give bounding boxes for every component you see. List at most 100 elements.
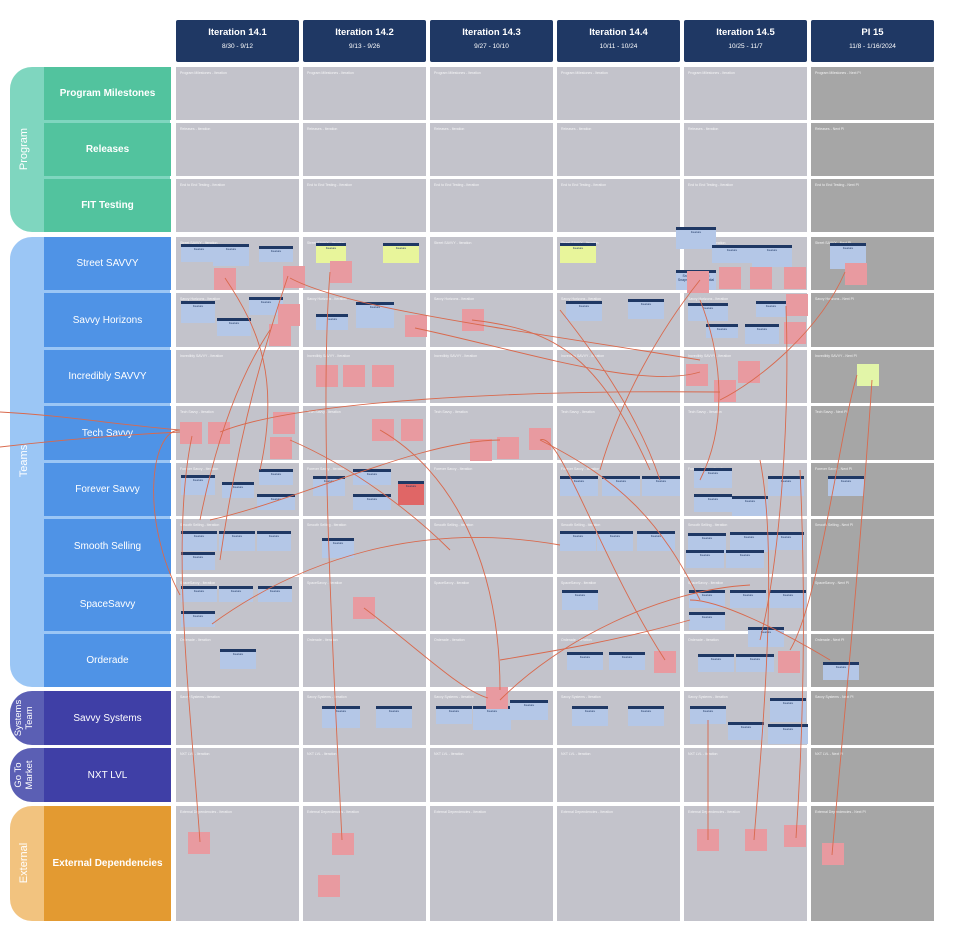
dependency-marker[interactable] — [486, 687, 508, 709]
feature-card[interactable]: Feature — [628, 706, 664, 726]
feature-card[interactable]: Feature — [257, 494, 295, 510]
dependency-marker[interactable] — [278, 304, 300, 326]
feature-card[interactable]: Feature — [676, 227, 716, 249]
feature-card[interactable]: Feature — [748, 627, 784, 647]
board-cell[interactable]: NXT LVL - Iteration — [430, 748, 553, 802]
board-cell[interactable]: Incredibly SAVVY - Iteration — [176, 350, 299, 403]
feature-card[interactable]: Feature — [686, 550, 724, 568]
feature-card[interactable]: Feature — [356, 302, 394, 328]
feature-card[interactable]: Feature — [562, 590, 598, 610]
feature-card[interactable]: Feature — [597, 531, 633, 551]
feature-card[interactable]: Feature — [628, 299, 664, 319]
dependency-marker[interactable] — [372, 419, 394, 441]
board-cell[interactable]: External Dependencies - Iteration — [684, 806, 807, 921]
feature-card[interactable]: Feature — [602, 476, 640, 496]
feature-card[interactable]: Feature — [770, 698, 806, 722]
feature-card[interactable]: Feature — [181, 531, 217, 551]
feature-card[interactable]: Feature — [316, 243, 346, 263]
board-cell[interactable]: Savvy Systems - Next PI — [811, 691, 934, 745]
iteration-header[interactable]: Iteration 14.3 9/27 - 10/10 — [430, 20, 553, 62]
feature-card[interactable]: Feature — [768, 724, 808, 744]
feature-card[interactable]: Feature — [728, 722, 764, 740]
feature-card[interactable]: Feature — [376, 706, 412, 728]
dependency-marker[interactable] — [687, 271, 709, 293]
dependency-marker[interactable] — [686, 364, 708, 386]
feature-card[interactable]: Feature — [689, 612, 725, 630]
feature-card[interactable]: Feature — [217, 318, 251, 336]
board-cell[interactable]: NXT LVL - Iteration — [176, 748, 299, 802]
feature-card[interactable]: Feature — [690, 706, 726, 724]
feature-card[interactable]: Feature — [322, 538, 354, 558]
feature-card[interactable]: Feature — [181, 244, 217, 262]
board-cell[interactable]: Program Milestones - Iteration — [684, 67, 807, 120]
feature-card[interactable]: Feature — [353, 494, 391, 510]
board-cell[interactable]: SpaceSavvy - Next PI — [811, 577, 934, 631]
iteration-header[interactable]: Iteration 14.5 10/25 - 11/7 — [684, 20, 807, 62]
dependency-marker[interactable] — [714, 380, 736, 402]
feature-card[interactable]: Feature — [560, 476, 598, 496]
board-cell[interactable]: Tech Savvy - Iteration — [557, 406, 680, 460]
board-cell[interactable]: NXT LVL - Next PI — [811, 748, 934, 802]
dependency-marker[interactable] — [343, 365, 365, 387]
feature-card[interactable]: Feature — [768, 532, 804, 550]
feature-card[interactable]: Feature — [828, 476, 864, 496]
dependency-marker[interactable] — [497, 437, 519, 459]
feature-card[interactable]: Feature — [383, 243, 419, 263]
feature-card[interactable]: Feature — [736, 654, 774, 672]
dependency-marker[interactable] — [529, 428, 551, 450]
dependency-marker[interactable] — [372, 365, 394, 387]
feature-card[interactable]: Feature — [316, 314, 348, 330]
board-cell[interactable]: Incredibly SAVVY - Iteration — [557, 350, 680, 403]
board-cell[interactable]: Program Milestones - Iteration — [557, 67, 680, 120]
feature-card[interactable]: Feature — [567, 652, 603, 670]
dependency-marker[interactable] — [784, 825, 806, 847]
board-cell[interactable]: SpaceSavvy - Iteration — [430, 577, 553, 631]
board-cell[interactable]: Savvy Horizons - Next PI — [811, 293, 934, 347]
board-cell[interactable]: Releases - Next PI — [811, 123, 934, 176]
feature-card[interactable]: Feature — [257, 531, 291, 551]
dependency-marker[interactable] — [208, 422, 230, 444]
feature-card[interactable]: Feature — [730, 590, 766, 608]
board-cell[interactable]: External Dependencies - Iteration — [303, 806, 426, 921]
board-cell[interactable]: Program Milestones - Iteration — [430, 67, 553, 120]
feature-card[interactable]: Feature — [259, 246, 293, 262]
feature-card[interactable]: Feature — [353, 469, 391, 485]
feature-card[interactable]: Feature — [770, 590, 806, 608]
board-cell[interactable]: Program Milestones - Next PI — [811, 67, 934, 120]
feature-card[interactable]: Feature — [609, 652, 645, 670]
board-cell[interactable]: Program Milestones - Iteration — [303, 67, 426, 120]
iteration-header[interactable]: Iteration 14.1 8/30 - 9/12 — [176, 20, 299, 62]
feature-card[interactable]: Feature — [220, 649, 256, 669]
feature-card[interactable]: Feature — [694, 468, 732, 488]
feature-card[interactable]: Feature — [313, 476, 345, 496]
dependency-marker[interactable] — [316, 365, 338, 387]
dependency-marker[interactable] — [401, 419, 423, 441]
dependency-marker[interactable] — [784, 267, 806, 289]
feature-card[interactable]: Feature — [398, 481, 424, 505]
feature-card[interactable]: Feature — [689, 590, 725, 608]
board-cell[interactable]: Smooth Selling - Iteration — [430, 519, 553, 574]
feature-card[interactable]: Feature — [436, 706, 472, 724]
feature-card[interactable]: Feature — [688, 303, 728, 321]
dependency-marker[interactable] — [214, 268, 236, 290]
dependency-marker[interactable] — [719, 267, 741, 289]
feature-card[interactable]: Feature — [706, 324, 738, 338]
board-cell[interactable]: Releases - Iteration — [557, 123, 680, 176]
board-cell[interactable]: End to End Testing - Next PI — [811, 179, 934, 232]
feature-card[interactable]: Feature — [322, 706, 360, 728]
board-cell[interactable]: Tech Savvy - Iteration — [684, 406, 807, 460]
feature-card[interactable]: Feature — [181, 552, 215, 570]
dependency-marker[interactable] — [273, 412, 295, 434]
board-cell[interactable]: Smooth Selling - Next PI — [811, 519, 934, 574]
board-cell[interactable]: Releases - Iteration — [303, 123, 426, 176]
board-cell[interactable]: Street SAVVY - Iteration — [430, 237, 553, 290]
board-cell[interactable]: Releases - Iteration — [176, 123, 299, 176]
board-cell[interactable]: End to End Testing - Iteration — [303, 179, 426, 232]
feature-card[interactable]: Feature — [181, 586, 217, 602]
feature-card[interactable]: Feature — [745, 324, 779, 344]
feature-card[interactable]: Feature — [213, 244, 249, 266]
board-cell[interactable]: NXT LVL - Iteration — [303, 748, 426, 802]
dependency-marker[interactable] — [822, 843, 844, 865]
dependency-marker[interactable] — [462, 309, 484, 331]
board-cell[interactable]: Incredibly SAVVY - Iteration — [430, 350, 553, 403]
